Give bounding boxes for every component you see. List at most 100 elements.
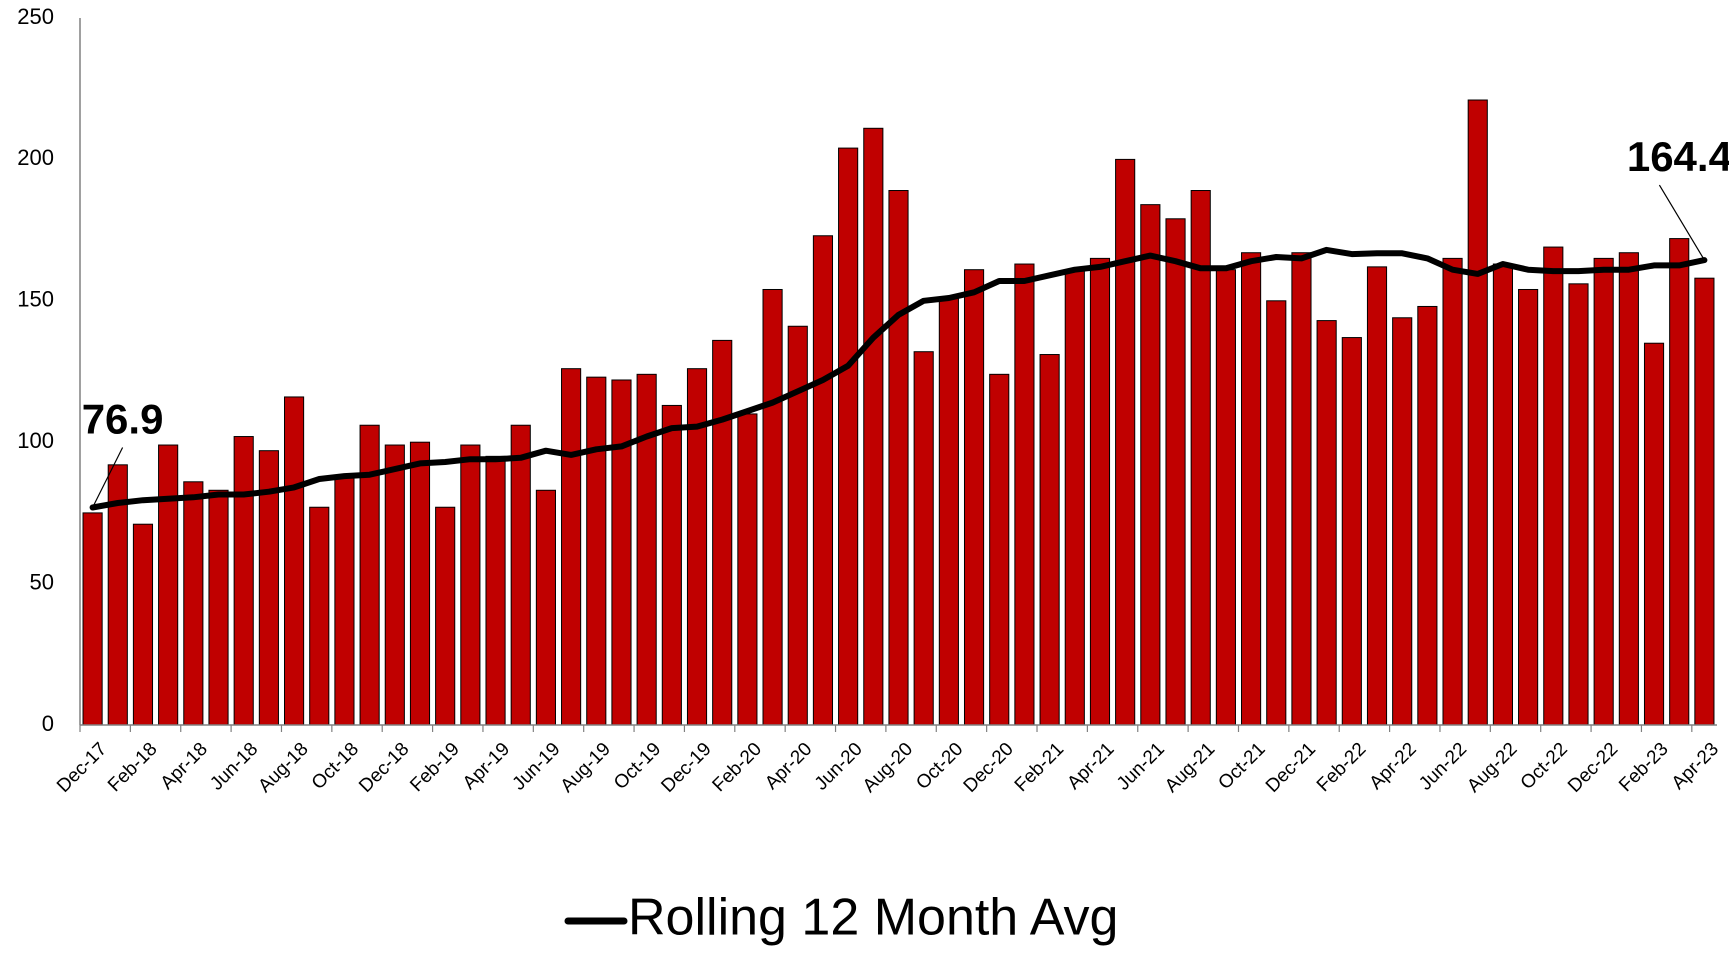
- y-tick-label: 250: [17, 4, 54, 29]
- x-tick-label: Apr-20: [761, 739, 816, 794]
- bar: [1669, 238, 1690, 726]
- bar: [1618, 252, 1639, 726]
- x-tick-label: Feb-18: [104, 739, 161, 796]
- bar: [1115, 158, 1136, 726]
- x-tick-label: Dec-17: [53, 739, 111, 797]
- x-tick-label: Feb-21: [1011, 739, 1068, 796]
- bar: [409, 441, 431, 726]
- bar: [989, 373, 1010, 726]
- x-tick-label: Apr-23: [1668, 739, 1723, 794]
- y-tick-label: 100: [17, 428, 54, 453]
- bar: [1241, 252, 1262, 726]
- bar: [712, 339, 733, 726]
- leader-line: [1658, 184, 1705, 261]
- x-tick-label: Aug-20: [859, 739, 917, 797]
- y-tick-label: 150: [17, 287, 54, 312]
- x-tick-label: Jun-18: [206, 739, 262, 795]
- bar: [1417, 305, 1438, 726]
- bar: [888, 190, 909, 726]
- bar: [1442, 257, 1463, 726]
- bar: [586, 376, 607, 726]
- legend-label: Rolling 12 Month Avg: [628, 889, 1118, 947]
- bar: [938, 297, 959, 726]
- bar: [435, 506, 456, 726]
- bar: [1341, 337, 1362, 726]
- x-tick-label: Oct-21: [1214, 739, 1269, 794]
- x-tick-label: Jun-19: [509, 739, 565, 795]
- x-tick-label: Feb-19: [406, 739, 463, 796]
- bar: [561, 368, 582, 726]
- bar: [384, 444, 405, 726]
- x-tick-label: Oct-22: [1517, 739, 1572, 794]
- y-tick-label: 0: [42, 711, 54, 736]
- bar: [535, 489, 556, 726]
- bar: [812, 235, 834, 726]
- bar: [233, 436, 254, 726]
- bar: [1543, 246, 1564, 726]
- bar: [1392, 317, 1413, 726]
- x-tick-label: Aug-18: [254, 739, 312, 797]
- bar: [762, 288, 783, 726]
- x-tick-label: Dec-22: [1564, 739, 1622, 797]
- bar: [1643, 342, 1665, 726]
- bar: [1215, 269, 1236, 726]
- bar: [1291, 252, 1312, 726]
- bar: [460, 444, 481, 726]
- x-tick-label: Oct-20: [912, 739, 967, 794]
- x-tick-label: Dec-20: [960, 739, 1018, 797]
- bar: [283, 396, 305, 726]
- bar: [1014, 263, 1035, 726]
- bar: [510, 424, 531, 726]
- bar: [1694, 277, 1715, 726]
- x-tick-label: Feb-20: [709, 739, 766, 796]
- bar: [1140, 204, 1161, 726]
- x-tick-label: Jun-20: [811, 739, 867, 795]
- bar: [838, 147, 859, 726]
- leader-line: [92, 447, 124, 508]
- bar: [913, 351, 934, 726]
- x-tick-label: Dec-19: [657, 739, 715, 797]
- bar: [158, 444, 179, 726]
- bar: [1492, 263, 1514, 726]
- bar: [82, 512, 103, 726]
- bar: [611, 379, 632, 726]
- bar: [963, 269, 985, 726]
- x-tick-label: Jun-21: [1113, 739, 1169, 795]
- bar: [1568, 283, 1589, 726]
- x-tick-label: Dec-18: [355, 739, 413, 797]
- data-label: 76.9: [82, 396, 164, 443]
- bar: [1039, 354, 1060, 726]
- x-tick-label: Apr-19: [459, 739, 514, 794]
- bar: [485, 455, 506, 726]
- x-tick-label: Apr-21: [1063, 739, 1118, 794]
- x-tick-label: Jun-22: [1415, 739, 1471, 795]
- bar: [1518, 288, 1539, 726]
- bar: [1316, 320, 1337, 726]
- x-tick-label: Aug-21: [1161, 739, 1219, 797]
- bar: [661, 404, 682, 726]
- bar: [1266, 300, 1287, 726]
- x-tick-label: Oct-19: [610, 739, 665, 794]
- bar: [208, 489, 229, 726]
- bar: [132, 523, 154, 726]
- bar: [636, 373, 657, 726]
- x-tick-label: Oct-18: [308, 739, 363, 794]
- x-tick-label: Feb-22: [1313, 739, 1370, 796]
- bar: [1467, 99, 1488, 726]
- x-tick-label: Feb-23: [1615, 739, 1672, 796]
- bar: [1064, 269, 1085, 726]
- bar: [309, 506, 330, 726]
- bar: [1089, 257, 1111, 726]
- bar: [183, 481, 204, 726]
- x-tick-label: Aug-19: [557, 739, 615, 797]
- bar: [1366, 266, 1388, 726]
- bar: [1165, 218, 1186, 726]
- y-tick-label: 200: [17, 145, 54, 170]
- x-tick-label: Apr-18: [157, 739, 212, 794]
- y-tick-label: 50: [30, 569, 54, 594]
- x-tick-label: Dec-21: [1262, 739, 1320, 797]
- bar: [737, 413, 758, 726]
- bar: [334, 475, 355, 726]
